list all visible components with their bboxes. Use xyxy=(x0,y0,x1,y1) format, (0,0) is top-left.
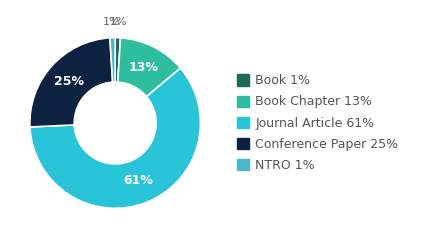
Wedge shape xyxy=(118,38,180,97)
Legend: Book 1%, Book Chapter 13%, Journal Article 61%, Conference Paper 25%, NTRO 1%: Book 1%, Book Chapter 13%, Journal Artic… xyxy=(237,74,399,172)
Text: 1%: 1% xyxy=(109,17,127,27)
Wedge shape xyxy=(30,38,113,127)
Text: 61%: 61% xyxy=(123,174,153,187)
Wedge shape xyxy=(115,38,120,82)
Text: 13%: 13% xyxy=(128,61,158,74)
Text: 25%: 25% xyxy=(54,75,84,88)
Text: 1%: 1% xyxy=(103,17,121,27)
Wedge shape xyxy=(110,38,115,82)
Wedge shape xyxy=(30,68,201,208)
